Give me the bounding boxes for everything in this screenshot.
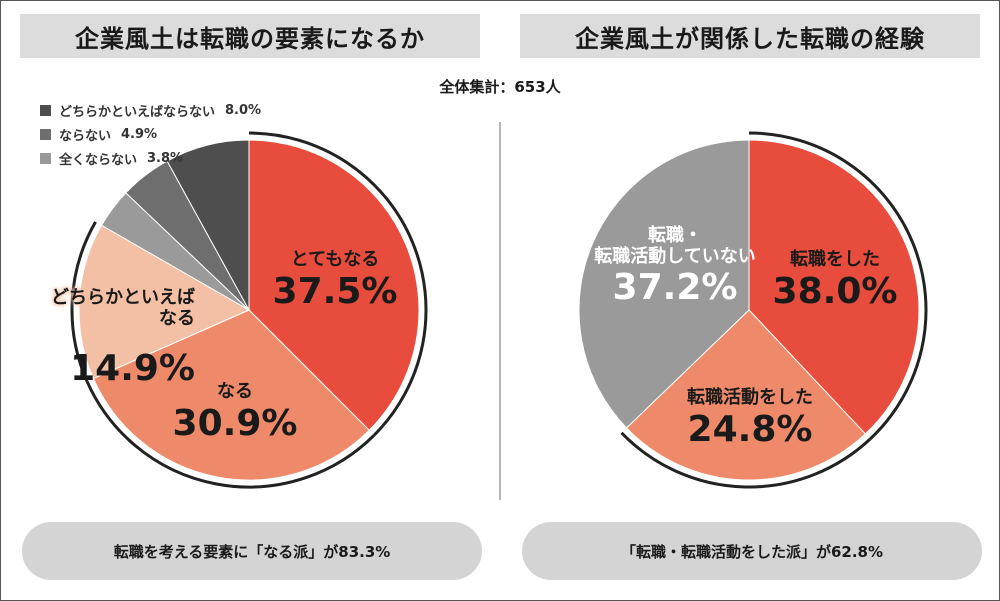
slice-name: 転職活動をした xyxy=(687,387,813,408)
slice-percent: 37.5% xyxy=(272,270,398,312)
left-pie-slice-5 xyxy=(166,139,250,311)
slice-percent: 24.8% xyxy=(687,408,813,450)
right-pie-slice-2 xyxy=(578,139,750,429)
slice-name: どちらかといえば なる xyxy=(51,287,195,330)
left-pie-slice-2 xyxy=(78,224,251,380)
slice-percent: 38.0% xyxy=(772,270,898,312)
right-slice-label-neither: 転職・ 転職活動していない 37.2% xyxy=(590,225,760,309)
legend-item: どちらかといえばならない 8.0% xyxy=(40,98,261,122)
left-pie-outline-arc-2 xyxy=(70,221,97,382)
legend-label: どちらかといえばならない xyxy=(59,104,216,120)
left-pie-slice-0 xyxy=(248,139,420,431)
slice-percent: 14.9% xyxy=(70,348,195,390)
left-chart-title: 企業風土は転職の要素になるか xyxy=(20,14,480,58)
left-pie-chart xyxy=(70,131,428,489)
right-pie-chart xyxy=(578,131,928,489)
slice-name: とてもなる xyxy=(290,249,380,270)
right-pie-slice-1 xyxy=(625,309,867,481)
left-pie-outline-arc-1 xyxy=(85,380,376,489)
legend-value: 8.0% xyxy=(225,102,262,118)
slice-name: 転職・ 転職活動していない xyxy=(594,225,756,267)
legend-item: ならない 4.9% xyxy=(40,122,261,146)
right-slice-label-changed-jobs: 転職をした 38.0% xyxy=(770,249,900,312)
panel-divider xyxy=(499,122,501,500)
right-chart-title: 企業風土が関係した転職の経験 xyxy=(520,14,980,58)
legend-swatch xyxy=(40,128,51,140)
total-respondents: 全体集計：653人 xyxy=(439,78,561,96)
legend-label: ならない xyxy=(59,128,112,144)
slice-percent: 37.2% xyxy=(612,267,738,309)
right-slice-label-job-hunted: 転職活動をした 24.8% xyxy=(670,387,830,450)
right-pie-outline-arc-0 xyxy=(748,131,928,441)
slice-percent: 30.9% xyxy=(172,402,298,444)
left-pie-slice-1 xyxy=(92,309,370,481)
legend-item: 全くならない 3.8% xyxy=(40,146,261,170)
right-pie-slice-0 xyxy=(748,139,920,435)
slice-name: 転職をした xyxy=(790,249,880,270)
legend-swatch xyxy=(40,152,51,164)
right-pie-outline-arc-1 xyxy=(620,431,872,489)
left-pie-outline-arc-0 xyxy=(248,131,428,437)
left-slice-label-very-much: とてもなる 37.5% xyxy=(270,249,400,312)
legend-swatch xyxy=(40,104,51,116)
left-legend: どちらかといえばならない 8.0% ならない 4.9% 全くならない 3.8% xyxy=(40,98,261,170)
legend-label: 全くならない xyxy=(59,152,138,168)
slice-name: なる xyxy=(217,381,253,402)
left-slice-label-yes: なる 30.9% xyxy=(170,381,300,444)
right-summary-pill: 「転職・転職活動をした派」が62.8% xyxy=(522,522,982,580)
legend-value: 3.8% xyxy=(147,150,184,166)
left-summary-pill: 転職を考える要素に「なる派」が83.3% xyxy=(22,522,482,580)
legend-value: 4.9% xyxy=(121,126,158,142)
left-slice-label-somewhat-yes: どちらかといえば なる 14.9% xyxy=(20,270,195,408)
